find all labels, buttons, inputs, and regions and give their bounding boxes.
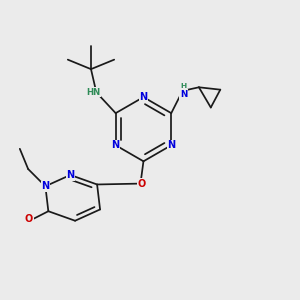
Text: N: N [66,170,74,180]
Text: O: O [138,178,146,189]
Text: O: O [25,214,33,224]
Text: N: N [41,181,50,191]
Text: N: N [180,90,187,99]
Text: N: N [112,140,120,150]
Text: H: H [180,82,187,88]
Text: N: N [140,92,148,102]
Text: N: N [167,140,175,150]
Text: HN: HN [86,88,100,97]
